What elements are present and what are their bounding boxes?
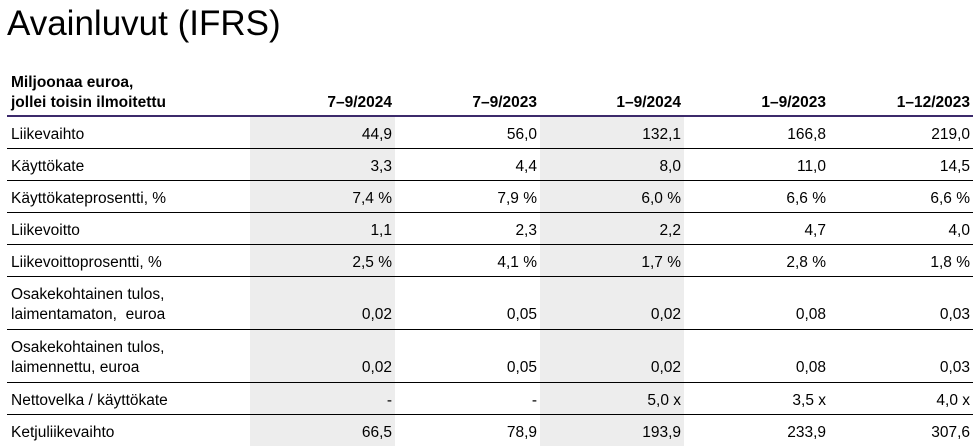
key-figures-table: Miljoonaa euroa, jollei toisin ilmoitettu… bbox=[7, 66, 973, 446]
row-label: Liikevaihto bbox=[7, 116, 250, 149]
table-cell: 193,9 bbox=[540, 415, 684, 446]
table-row: Liikevoittoprosentti, % 2,5 % 4,1 % 1,7 … bbox=[7, 245, 973, 277]
table-header: Miljoonaa euroa, jollei toisin ilmoitettu… bbox=[7, 66, 973, 116]
table-cell: 6,0 % bbox=[540, 181, 684, 213]
row-label: Ketjuliikevaihto bbox=[7, 415, 250, 446]
column-header: 1–12/2023 bbox=[829, 66, 973, 116]
column-header: 7–9/2024 bbox=[250, 66, 395, 116]
table-cell: 0,08 bbox=[684, 330, 829, 383]
table-cell: 14,5 bbox=[829, 149, 973, 181]
unit-header: Miljoonaa euroa, jollei toisin ilmoitettu bbox=[7, 66, 250, 116]
table-row: Ketjuliikevaihto 66,5 78,9 193,9 233,9 3… bbox=[7, 415, 973, 446]
table-cell: 2,8 % bbox=[684, 245, 829, 277]
table-cell: 132,1 bbox=[540, 116, 684, 149]
table-cell: 0,02 bbox=[250, 277, 395, 330]
column-header: 7–9/2023 bbox=[395, 66, 540, 116]
table-cell: 6,6 % bbox=[829, 181, 973, 213]
table-row: Liikevoitto 1,1 2,3 2,2 4,7 4,0 bbox=[7, 213, 973, 245]
table-cell: 0,02 bbox=[540, 330, 684, 383]
table-cell: 219,0 bbox=[829, 116, 973, 149]
table-cell: 233,9 bbox=[684, 415, 829, 446]
row-label: Liikevoittoprosentti, % bbox=[7, 245, 250, 277]
table-cell: 0,02 bbox=[540, 277, 684, 330]
table-body: Liikevaihto 44,9 56,0 132,1 166,8 219,0 … bbox=[7, 116, 973, 446]
table-cell: 0,03 bbox=[829, 330, 973, 383]
table-cell: 0,02 bbox=[250, 330, 395, 383]
table-cell: 0,08 bbox=[684, 277, 829, 330]
table-cell: - bbox=[250, 383, 395, 415]
table-cell: 1,1 bbox=[250, 213, 395, 245]
table-row: Käyttökateprosentti, % 7,4 % 7,9 % 6,0 %… bbox=[7, 181, 973, 213]
table-cell: 0,03 bbox=[829, 277, 973, 330]
table-cell: 166,8 bbox=[684, 116, 829, 149]
table-cell: 4,7 bbox=[684, 213, 829, 245]
table-cell: 4,0 x bbox=[829, 383, 973, 415]
unit-header-line2: jollei toisin ilmoitettu bbox=[11, 94, 166, 111]
table-cell: 1,8 % bbox=[829, 245, 973, 277]
table-cell: 4,4 bbox=[395, 149, 540, 181]
row-label: Osakekohtainen tulos, laimentamaton, euro… bbox=[7, 277, 250, 330]
table-row: Käyttökate 3,3 4,4 8,0 11,0 14,5 bbox=[7, 149, 973, 181]
table-cell: 5,0 x bbox=[540, 383, 684, 415]
table-row: Nettovelka / käyttökate - - 5,0 x 3,5 x … bbox=[7, 383, 973, 415]
table-row: Osakekohtainen tulos, laimentamaton, euro… bbox=[7, 277, 973, 330]
header-row: Miljoonaa euroa, jollei toisin ilmoitettu… bbox=[7, 66, 973, 116]
page-title: Avainluvut (IFRS) bbox=[7, 2, 281, 46]
row-label: Liikevoitto bbox=[7, 213, 250, 245]
table-cell: 56,0 bbox=[395, 116, 540, 149]
table-cell: 6,6 % bbox=[684, 181, 829, 213]
table-cell: 8,0 bbox=[540, 149, 684, 181]
table-cell: 0,05 bbox=[395, 277, 540, 330]
table-cell: 3,5 x bbox=[684, 383, 829, 415]
table-row: Liikevaihto 44,9 56,0 132,1 166,8 219,0 bbox=[7, 116, 973, 149]
table-cell: 2,3 bbox=[395, 213, 540, 245]
row-label: Käyttökate bbox=[7, 149, 250, 181]
table-cell: 78,9 bbox=[395, 415, 540, 446]
row-label: Käyttökateprosentti, % bbox=[7, 181, 250, 213]
table-cell: 7,9 % bbox=[395, 181, 540, 213]
table-cell: 7,4 % bbox=[250, 181, 395, 213]
table-cell: 4,0 bbox=[829, 213, 973, 245]
column-header: 1–9/2023 bbox=[684, 66, 829, 116]
table-cell: 0,05 bbox=[395, 330, 540, 383]
row-label-line1: Osakekohtainen tulos, bbox=[11, 339, 164, 356]
row-label: Osakekohtainen tulos, laimennettu, euroa bbox=[7, 330, 250, 383]
table-cell: 4,1 % bbox=[395, 245, 540, 277]
table-cell: - bbox=[395, 383, 540, 415]
row-label-line2: laimennettu, euroa bbox=[11, 359, 139, 376]
row-label-line1: Osakekohtainen tulos, bbox=[11, 286, 164, 303]
table-cell: 2,2 bbox=[540, 213, 684, 245]
column-header: 1–9/2024 bbox=[540, 66, 684, 116]
row-label: Nettovelka / käyttökate bbox=[7, 383, 250, 415]
key-figures-page: Avainluvut (IFRS) Miljoonaa euroa, jollei… bbox=[0, 0, 978, 415]
table-row: Osakekohtainen tulos,laimennettu, euroa … bbox=[7, 330, 973, 383]
unit-header-line1: Miljoonaa euroa, bbox=[11, 74, 133, 91]
table-cell: 2,5 % bbox=[250, 245, 395, 277]
row-label-line2: laimentamaton, euroa bbox=[11, 306, 165, 323]
table-cell: 307,6 bbox=[829, 415, 973, 446]
table-cell: 3,3 bbox=[250, 149, 395, 181]
table-cell: 44,9 bbox=[250, 116, 395, 149]
table-cell: 1,7 % bbox=[540, 245, 684, 277]
table-cell: 66,5 bbox=[250, 415, 395, 446]
table-cell: 11,0 bbox=[684, 149, 829, 181]
